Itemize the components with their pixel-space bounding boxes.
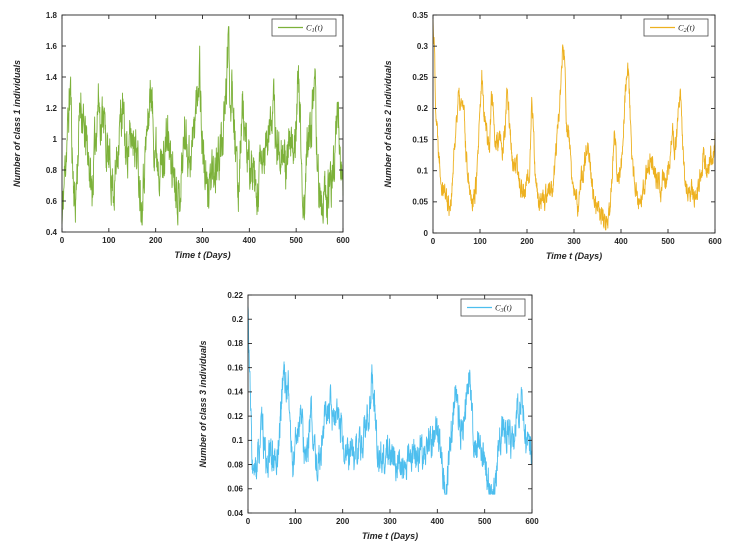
y-tick-label: 0.04 <box>227 509 243 518</box>
x-tick-label: 400 <box>614 237 628 246</box>
x-axis-label: Time t (Days) <box>546 251 602 261</box>
series-line-C_1(t) <box>61 26 344 226</box>
y-tick-label: 1.4 <box>46 73 58 82</box>
y-tick-label: 0.35 <box>412 11 428 20</box>
y-tick-label: 0.4 <box>46 228 58 237</box>
x-tick-label: 0 <box>431 237 436 246</box>
y-tick-label: 0.18 <box>227 339 243 348</box>
legend-label: C2(t) <box>678 22 695 34</box>
y-tick-label: 0.05 <box>412 198 428 207</box>
x-tick-label: 500 <box>478 517 492 526</box>
y-tick-label: 0.15 <box>412 135 428 144</box>
y-tick-label: 0.3 <box>417 42 429 51</box>
x-tick-label: 300 <box>383 517 397 526</box>
x-tick-label: 100 <box>289 517 303 526</box>
y-tick-label: 0.8 <box>46 166 58 175</box>
y-axis-label: Number of class 3 individuals <box>198 340 208 467</box>
x-tick-label: 600 <box>708 237 722 246</box>
y-tick-label: 0.6 <box>46 197 58 206</box>
legend-box <box>643 18 709 37</box>
x-axis-label: Time t (Days) <box>174 250 230 260</box>
series-line-C_3(t) <box>247 306 533 495</box>
x-axis-label: Time t (Days) <box>362 531 418 541</box>
x-tick-label: 500 <box>289 236 303 245</box>
legend-box <box>271 18 337 37</box>
chart-panel-class-3: 0 100 200 300 400 500 600 0.04 0.06 0.08 0.1 0.12 0.… <box>188 275 564 547</box>
y-tick-label: 0.1 <box>417 167 429 176</box>
x-tick-label: 400 <box>431 517 445 526</box>
y-tick-label: 0.16 <box>227 363 243 372</box>
x-tick-label: 600 <box>525 517 539 526</box>
x-tick-label: 500 <box>661 237 675 246</box>
y-axis-label: Number of class 2 individuals <box>383 60 393 187</box>
y-tick-label: 0.14 <box>227 388 243 397</box>
y-tick-label: 0.06 <box>227 485 243 494</box>
plot-box <box>247 294 533 514</box>
y-axis-label: Number of class 1 individuals <box>12 60 22 187</box>
y-tick-label: 1.6 <box>46 42 58 51</box>
y-tick-label: 0.25 <box>412 73 428 82</box>
x-tick-label: 200 <box>520 237 534 246</box>
y-tick-label: 0 <box>424 229 429 238</box>
x-tick-label: 300 <box>567 237 581 246</box>
y-tick-label: 0.2 <box>232 315 244 324</box>
y-tick-label: 1.2 <box>46 104 58 113</box>
chart-svg-2: 0 100 200 300 400 500 600 0 0.05 0.1 0.15 0.2 0.25 0.… <box>383 11 722 261</box>
x-tick-label: 0 <box>60 236 65 245</box>
chart-panel-class-1: 0 100 200 300 400 500 600 0.4 0.6 0.8 1 1.2 1.4 1.6 1.… <box>0 0 376 272</box>
x-tick-label: 200 <box>149 236 163 245</box>
chart-panel-class-2: 0 100 200 300 400 500 600 0 0.05 0.1 0.15 0.2 0.25 0.… <box>376 0 752 272</box>
y-tick-label: 0.08 <box>227 460 243 469</box>
y-tick-label: 0.12 <box>227 412 243 421</box>
x-tick-label: 600 <box>336 236 350 245</box>
x-tick-label: 0 <box>246 517 251 526</box>
y-tick-label: 1 <box>53 135 58 144</box>
x-tick-label: 100 <box>102 236 116 245</box>
chart-svg-3: 0 100 200 300 400 500 600 0.04 0.06 0.08 0.1 0.12 0.… <box>198 291 539 541</box>
legend-label: C1(t) <box>306 22 323 34</box>
x-tick-label: 300 <box>196 236 210 245</box>
legend-label: C3(t) <box>495 302 512 314</box>
y-tick-label: 0.22 <box>227 291 243 300</box>
x-tick-label: 100 <box>473 237 487 246</box>
y-tick-label: 0.1 <box>232 436 244 445</box>
legend-box <box>460 298 526 317</box>
x-tick-label: 400 <box>243 236 257 245</box>
y-tick-label: 1.8 <box>46 11 58 20</box>
series-line-C_2(t) <box>432 19 716 231</box>
y-tick-label: 0.2 <box>417 104 429 113</box>
x-tick-label: 200 <box>336 517 350 526</box>
chart-svg-1: 0 100 200 300 400 500 600 0.4 0.6 0.8 1 1.2 1.4 1.6 1.… <box>12 11 350 260</box>
